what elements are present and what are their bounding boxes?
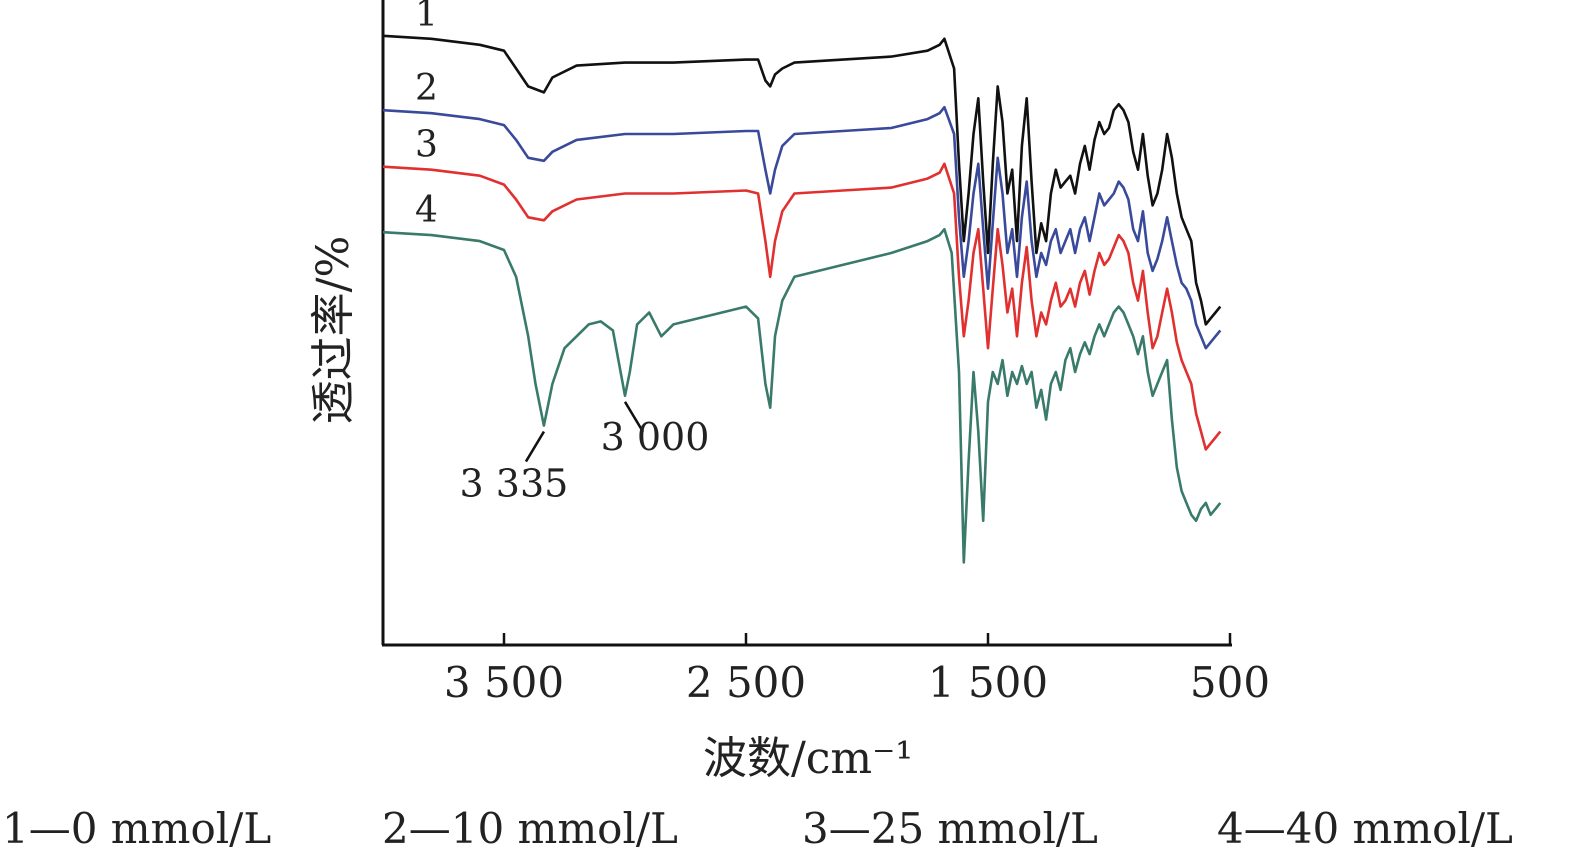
curve-label-1: 1: [415, 0, 438, 35]
series-group: [382, 34, 1222, 564]
annotations: 3 335 3 000: [460, 401, 710, 506]
series-line-4: [382, 227, 1222, 564]
legend-item-2: 2—10 mmol/L: [382, 804, 678, 852]
legend-item-1: 1—0 mmol/L: [2, 804, 271, 852]
curve-label-4: 4: [415, 190, 438, 231]
legend-item-3: 3—25 mmol/L: [802, 804, 1098, 852]
x-axis-title: 波数/cm⁻¹: [703, 733, 913, 784]
x-tick-label: 2 500: [686, 658, 806, 707]
curve-labels: 1 2 3 4: [415, 0, 438, 231]
series-line-3: [382, 162, 1222, 451]
x-tick-label: 1 500: [928, 658, 1048, 707]
annotation-leader: [524, 430, 546, 463]
legend: 1—0 mmol/L 2—10 mmol/L 3—25 mmol/L 4—40 mmo…: [2, 804, 1513, 852]
annotation-label: 3 000: [601, 415, 710, 459]
curve-label-3: 3: [415, 125, 438, 166]
plot-area: 3 500 2 500 1 500 500 1 2 3 4 3 335 3 000: [381, 0, 1270, 707]
curve-label-2: 2: [415, 68, 438, 109]
series-line-2: [382, 105, 1222, 350]
series-line-1: [382, 34, 1222, 326]
annotation-leader: [623, 401, 645, 433]
x-tick-label: 3 500: [444, 658, 564, 707]
annotation-label: 3 335: [460, 462, 569, 506]
y-axis-title: 透过率/%: [308, 236, 359, 425]
x-ticks: 3 500 2 500 1 500 500: [444, 633, 1270, 707]
x-tick-label: 500: [1190, 658, 1270, 707]
legend-item-4: 4—40 mmol/L: [1217, 804, 1513, 852]
